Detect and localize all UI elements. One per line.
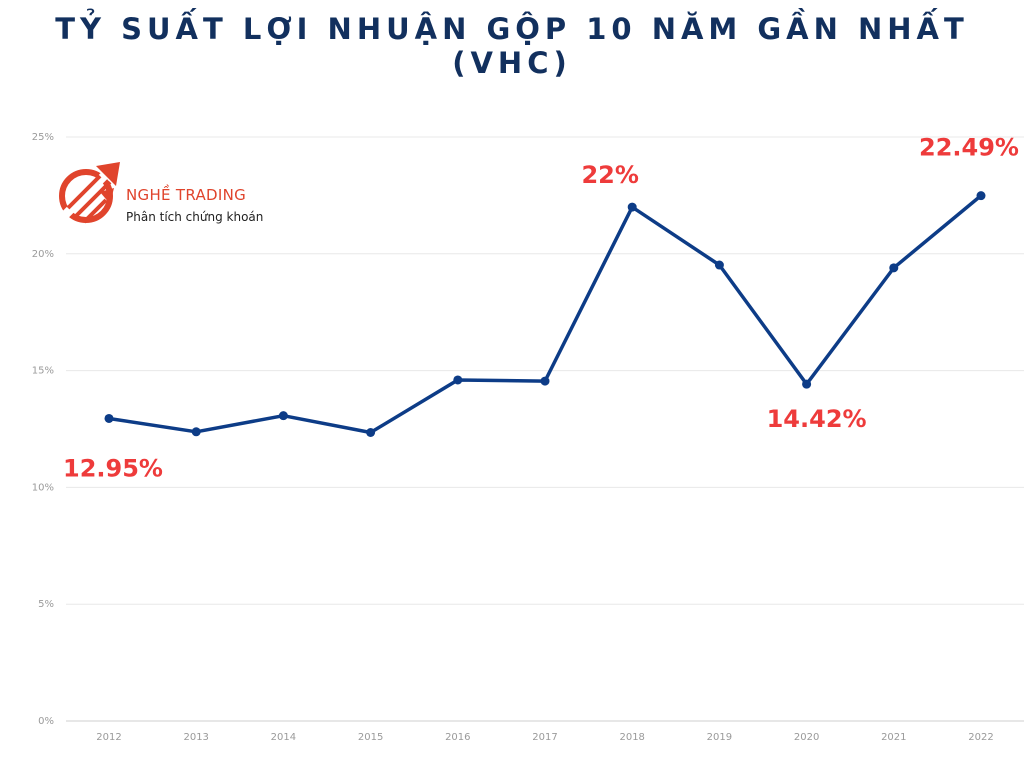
brand-logo: NGHỀ TRADING Phân tích chứng khoán — [56, 158, 276, 230]
data-point — [627, 202, 637, 212]
chart-title-line-1: TỶ SUẤT LỢI NHUẬN GỘP 10 NĂM GẦN NHẤT — [55, 12, 969, 46]
x-tick-label: 2018 — [619, 732, 644, 743]
data-point — [976, 191, 986, 201]
y-tick-label: 20% — [32, 249, 54, 260]
x-tick-label: 2015 — [358, 732, 383, 743]
x-tick-label: 2013 — [183, 732, 208, 743]
series-line — [107, 193, 983, 435]
y-tick-label: 0% — [38, 716, 54, 727]
data-label: 14.42% — [767, 405, 867, 433]
data-point — [191, 427, 201, 437]
data-point — [889, 263, 899, 273]
x-tick-label: 2019 — [707, 732, 732, 743]
x-tick-label: 2012 — [96, 732, 121, 743]
logo-brand-name: NGHỀ TRADING — [126, 186, 247, 204]
logo-tagline: Phân tích chứng khoán — [126, 210, 264, 224]
data-label: 22.49% — [919, 134, 1019, 162]
data-point — [802, 379, 812, 389]
y-tick-label: 5% — [38, 599, 54, 610]
x-tick-label: 2017 — [532, 732, 557, 743]
x-tick-label: 2016 — [445, 732, 470, 743]
data-label: 22% — [581, 161, 638, 189]
y-tick-label: 25% — [32, 132, 54, 143]
chart-title: TỶ SUẤT LỢI NHUẬN GỘP 10 NĂM GẦN NHẤT (V… — [0, 12, 1024, 80]
data-label: 12.95% — [63, 454, 163, 482]
data-point — [104, 413, 114, 423]
data-point — [540, 376, 550, 386]
x-tick-label: 2020 — [794, 732, 819, 743]
y-tick-label: 10% — [32, 482, 54, 493]
chart-title-line-2: (VHC) — [452, 46, 572, 80]
data-point — [278, 411, 288, 421]
y-tick-label: 15% — [32, 366, 54, 377]
chart-arrow-logo-icon — [59, 162, 120, 224]
x-tick-label: 2014 — [271, 732, 296, 743]
x-tick-label: 2021 — [881, 732, 906, 743]
data-point — [714, 260, 724, 270]
data-point — [453, 375, 463, 385]
x-tick-label: 2022 — [968, 732, 993, 743]
data-point — [366, 428, 376, 438]
